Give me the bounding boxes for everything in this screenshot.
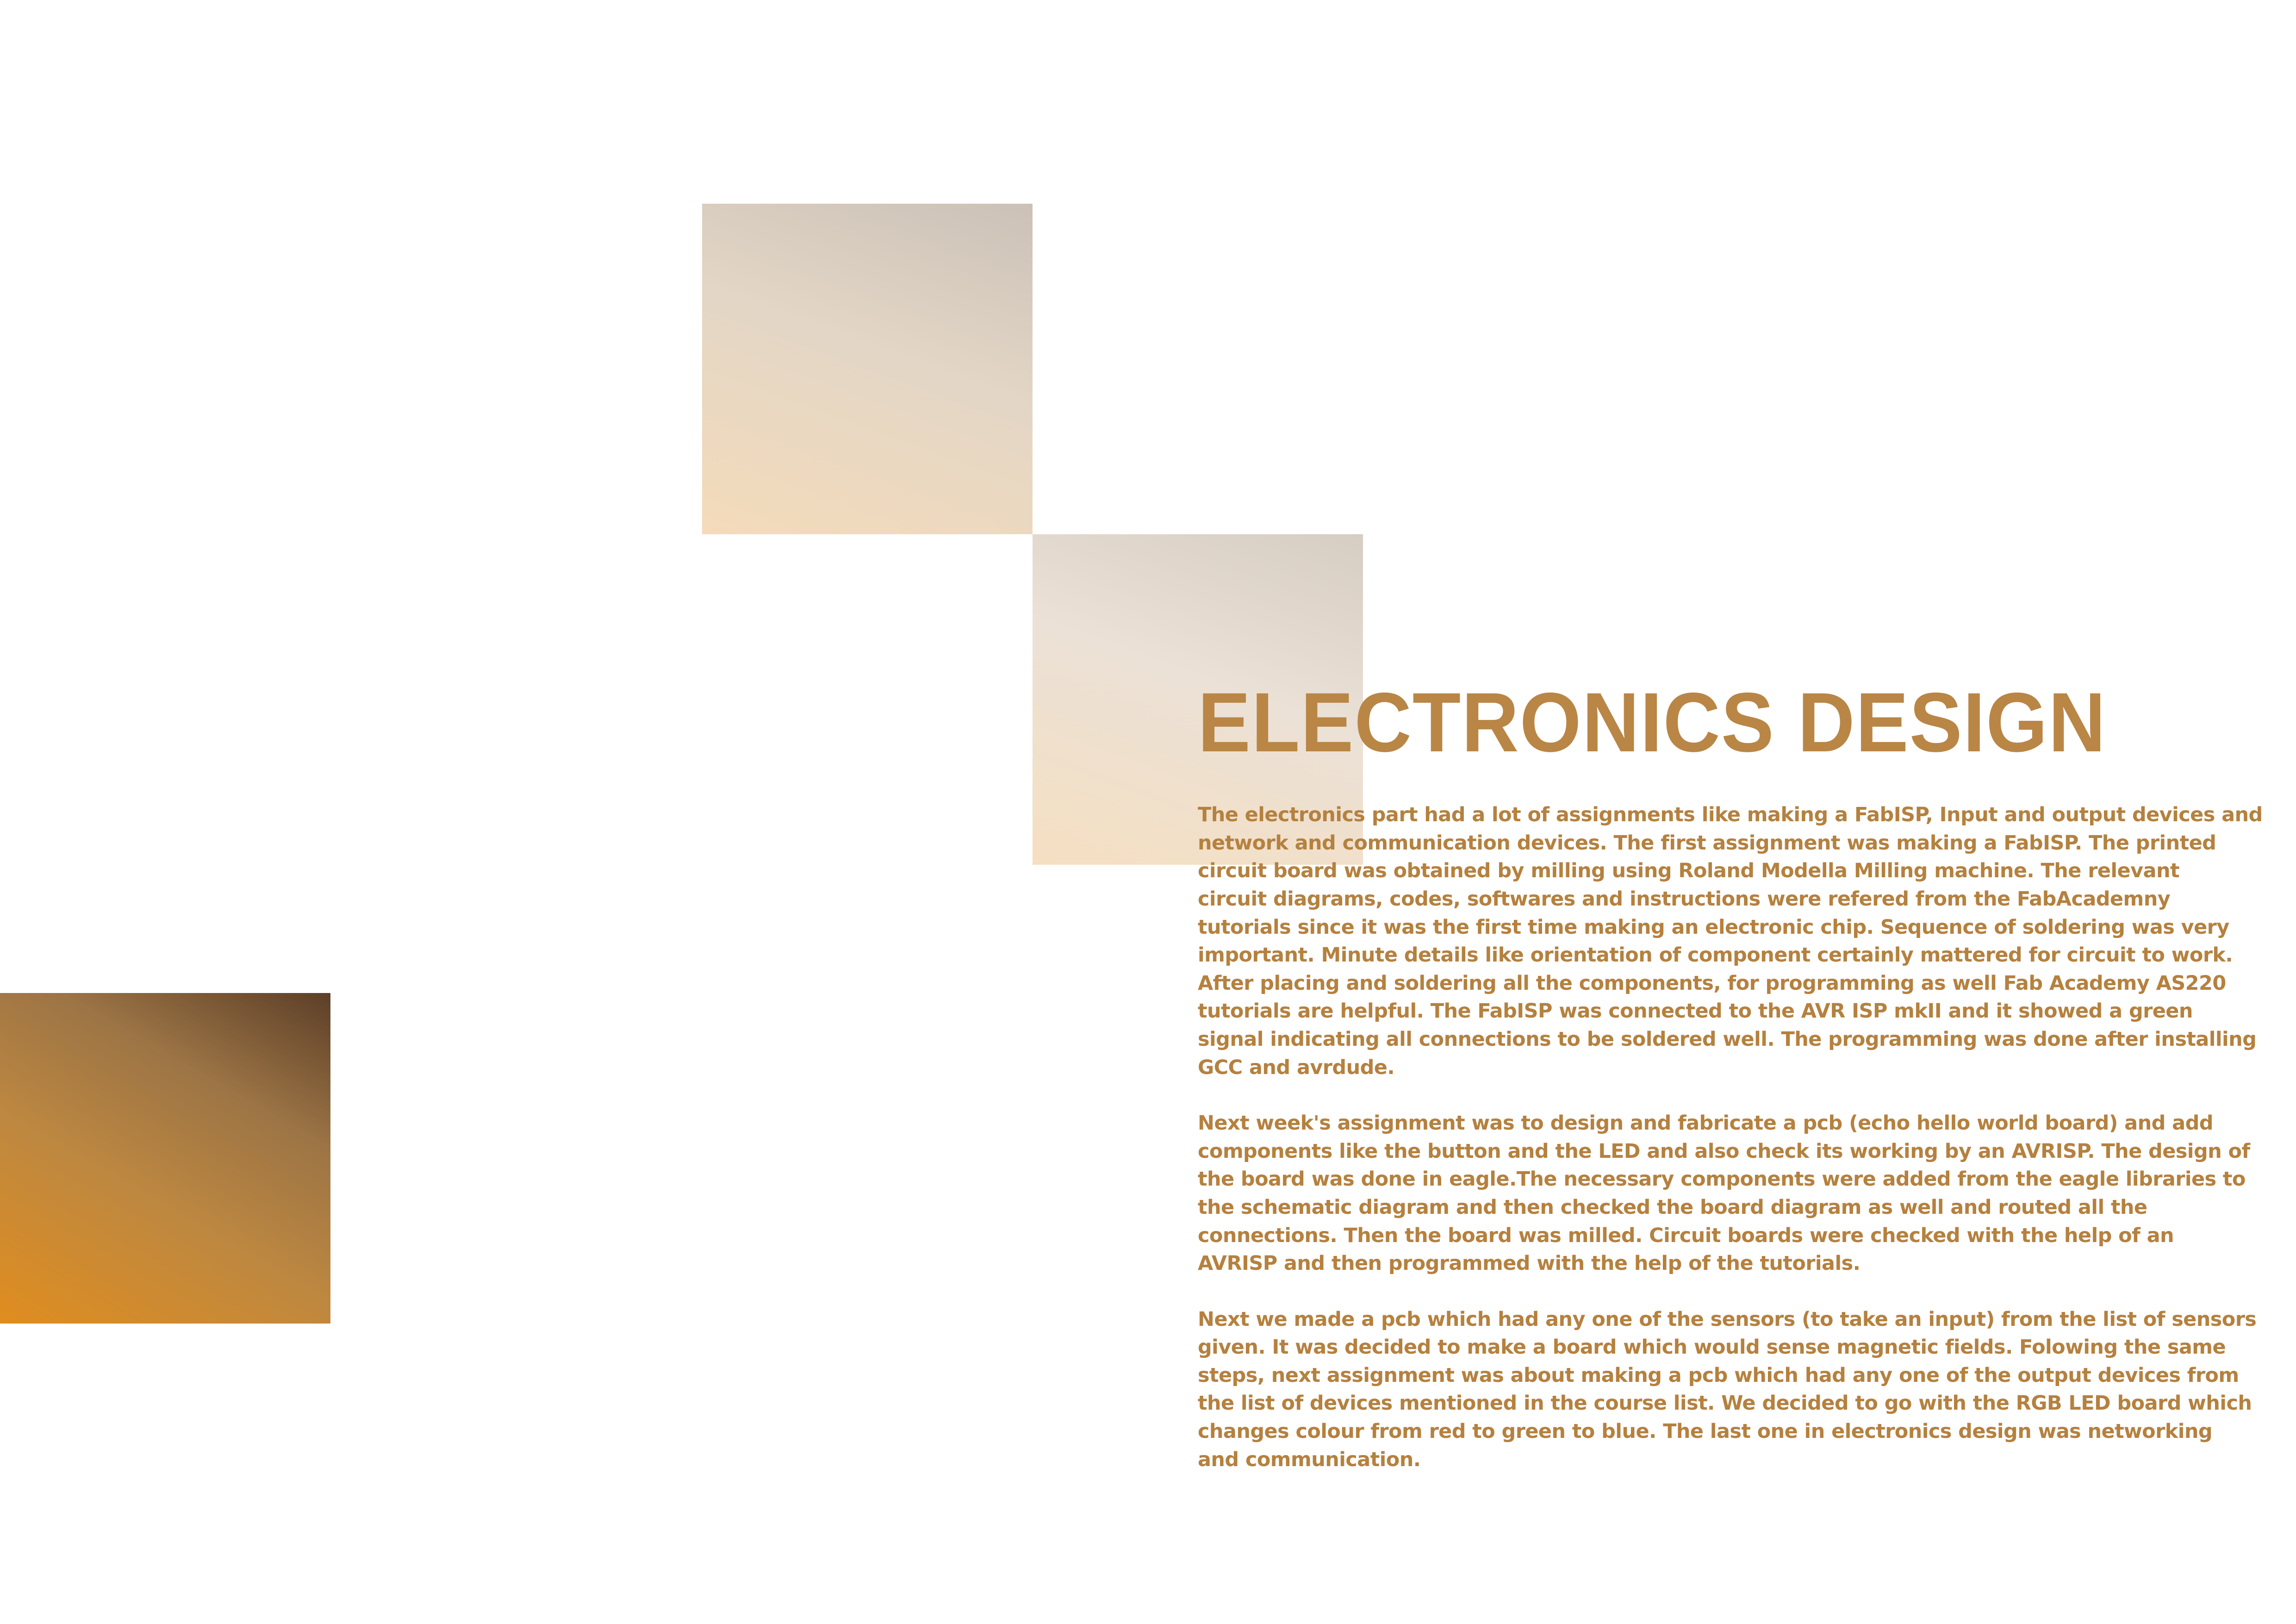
- text-line: components like the button and the LED a…: [1198, 1139, 2250, 1163]
- text-line: circuit diagrams, codes, softwares and i…: [1198, 887, 2171, 911]
- body-text: The electronics part had a lot of assign…: [1198, 801, 2263, 1474]
- text-line: AVRISP and then programmed with the help…: [1198, 1252, 1860, 1275]
- text-line: the list of devices mentioned in the cou…: [1198, 1392, 2252, 1415]
- paragraph-echo-hello-board: Next week's assignment was to design and…: [1198, 1109, 2250, 1278]
- text-line: and communication.: [1198, 1448, 1421, 1471]
- text-line: important. Minute details like orientati…: [1198, 943, 2233, 967]
- page-title: ELECTRONICS DESIGN: [1198, 675, 2107, 769]
- text-line: The electronics part had a lot of assign…: [1198, 803, 2263, 827]
- text-line: circuit board was obtained by milling us…: [1198, 859, 2180, 883]
- text-line: connections. Then the board was milled. …: [1198, 1224, 2174, 1247]
- decorative-square-bottom: [0, 993, 330, 1324]
- text-line: After placing and soldering all the comp…: [1198, 971, 2226, 995]
- page-content: ELECTRONICS DESIGN The electronics part …: [1198, 675, 2263, 1501]
- text-line: Next week's assignment was to design and…: [1198, 1112, 2214, 1135]
- text-line: network and communication devices. The f…: [1198, 831, 2216, 855]
- text-line: tutorials are helpful. The FabISP was co…: [1198, 999, 2193, 1023]
- decorative-square-middle: [1033, 534, 1363, 865]
- text-line: signal indicating all connections to be …: [1198, 1027, 2257, 1051]
- decorative-square-top: [702, 204, 1033, 534]
- text-line: given. It was decided to make a board wh…: [1198, 1336, 2226, 1359]
- text-line: tutorials since it was the first time ma…: [1198, 915, 2229, 939]
- paragraph-fabisp: The electronics part had a lot of assign…: [1198, 801, 2263, 1081]
- text-line: Next we made a pcb which had any one of …: [1198, 1307, 2257, 1331]
- text-line: changes colour from red to green to blue…: [1198, 1420, 2213, 1443]
- text-line: steps, next assignment was about making …: [1198, 1363, 2239, 1387]
- text-line: the board was done in eagle.The necessar…: [1198, 1168, 2246, 1191]
- paragraph-input-output-devices: Next we made a pcb which had any one of …: [1198, 1305, 2257, 1474]
- text-line: GCC and avrdude.: [1198, 1056, 1395, 1079]
- text-line: the schematic diagram and then checked t…: [1198, 1195, 2147, 1219]
